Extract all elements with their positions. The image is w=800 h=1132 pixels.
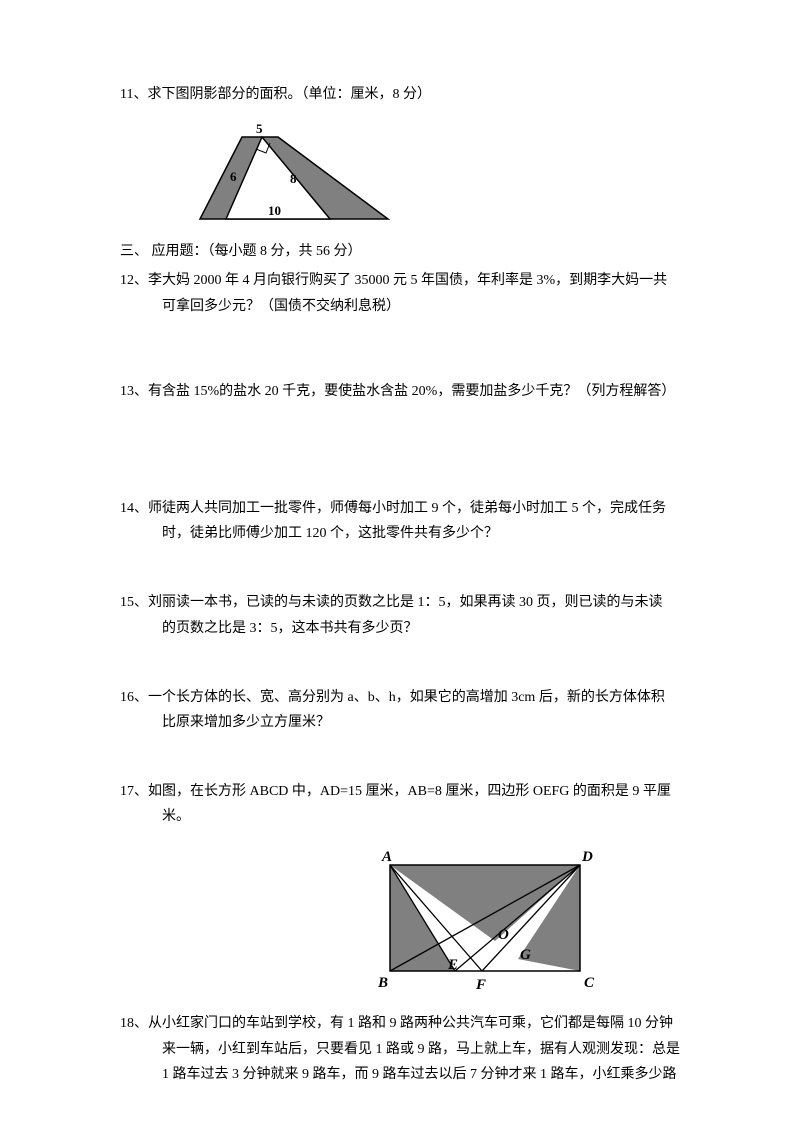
q17-line1: 如图，在长方形 ABCD 中，AD=15 厘米，AB=8 厘米，四边形 OEFG…: [148, 784, 671, 799]
q15-line1: 刘丽读一本书，已读的与未读的页数之比是 1：5，如果再读 30 页，则已读的与未…: [148, 595, 663, 610]
q12-number: 12、: [120, 273, 148, 288]
q16-line1: 一个长方体的长、宽、高分别为 a、b、h，如果它的高增加 3cm 后，新的长方体…: [148, 690, 665, 705]
q14-line1: 师徒两人共同加工一批零件，师傅每小时加工 9 个，徒弟每小时加工 5 个，完成任…: [148, 501, 666, 516]
question-17: 17、如图，在长方形 ABCD 中，AD=15 厘米，AB=8 厘米，四边形 O…: [120, 779, 692, 829]
q15-line2: 的页数之比是 3：5，这本书共有多少页？: [120, 616, 692, 641]
label-F: F: [475, 977, 486, 993]
question-18: 18、从小红家门口的车站到学校，有 1 路和 9 路两种公共汽车可乘，它们都是每…: [120, 1011, 692, 1087]
label-C: C: [584, 975, 595, 991]
label-D: D: [581, 849, 593, 865]
question-12: 12、李大妈 2000 年 4 月向银行购买了 35000 元 5 年国债，年利…: [120, 268, 692, 318]
q18-line1: 从小红家门口的车站到学校，有 1 路和 9 路两种公共汽车可乘，它们都是每隔 1…: [148, 1016, 673, 1031]
q18-line3: 1 路车过去 3 分钟就来 9 路车，而 9 路车过去以后 7 分钟才来 1 路…: [120, 1062, 692, 1087]
q13-number: 13、: [120, 384, 148, 399]
label-B: B: [377, 975, 388, 991]
question-15: 15、刘丽读一本书，已读的与未读的页数之比是 1：5，如果再读 30 页，则已读…: [120, 590, 692, 640]
q11-figure-wrap: 5 6 8 10: [170, 119, 692, 231]
label-6: 6: [230, 169, 237, 184]
q11-number: 11、: [120, 87, 147, 102]
q15-number: 15、: [120, 595, 148, 610]
q17-figure-wrap: A D B C O E F G: [360, 841, 692, 1003]
label-5: 5: [256, 121, 263, 136]
label-E: E: [447, 957, 458, 973]
q11-text: 求下图阴影部分的面积。（单位：厘米，8 分）: [147, 87, 431, 102]
label-8: 8: [290, 171, 297, 186]
q17-figure: A D B C O E F G: [360, 841, 620, 1003]
q16-line2: 比原来增加多少立方厘米？: [120, 710, 692, 735]
label-O: O: [498, 927, 509, 943]
q12-line1: 李大妈 2000 年 4 月向银行购买了 35000 元 5 年国债，年利率是 …: [148, 273, 667, 288]
q13-text: 有含盐 15%的盐水 20 千克，要使盐水含盐 20%，需要加盐多少千克？（列方…: [148, 384, 675, 399]
q17-number: 17、: [120, 784, 148, 799]
section-3-header: 三、 应用题：（每小题 8 分，共 56 分）: [120, 239, 692, 264]
label-10: 10: [268, 203, 281, 218]
question-11: 11、求下图阴影部分的面积。（单位：厘米，8 分）: [120, 82, 692, 107]
question-14: 14、师徒两人共同加工一批零件，师傅每小时加工 9 个，徒弟每小时加工 5 个，…: [120, 496, 692, 546]
label-G: G: [520, 947, 531, 963]
q17-line2: 米。: [120, 804, 692, 829]
q16-number: 16、: [120, 690, 148, 705]
q11-figure: 5 6 8 10: [170, 119, 398, 231]
question-13: 13、有含盐 15%的盐水 20 千克，要使盐水含盐 20%，需要加盐多少千克？…: [120, 379, 692, 404]
q14-number: 14、: [120, 501, 148, 516]
q18-number: 18、: [120, 1016, 148, 1031]
q18-line2: 来一辆，小红到车站后，只要看见 1 路或 9 路，马上就上车，据有人观测发现：总…: [120, 1037, 692, 1062]
q14-line2: 时，徒弟比师傅少加工 120 个，这批零件共有多少个？: [120, 521, 692, 546]
question-16: 16、一个长方体的长、宽、高分别为 a、b、h，如果它的高增加 3cm 后，新的…: [120, 685, 692, 735]
label-A: A: [381, 849, 392, 865]
q12-line2: 可拿回多少元？（国债不交纳利息税）: [120, 294, 692, 319]
